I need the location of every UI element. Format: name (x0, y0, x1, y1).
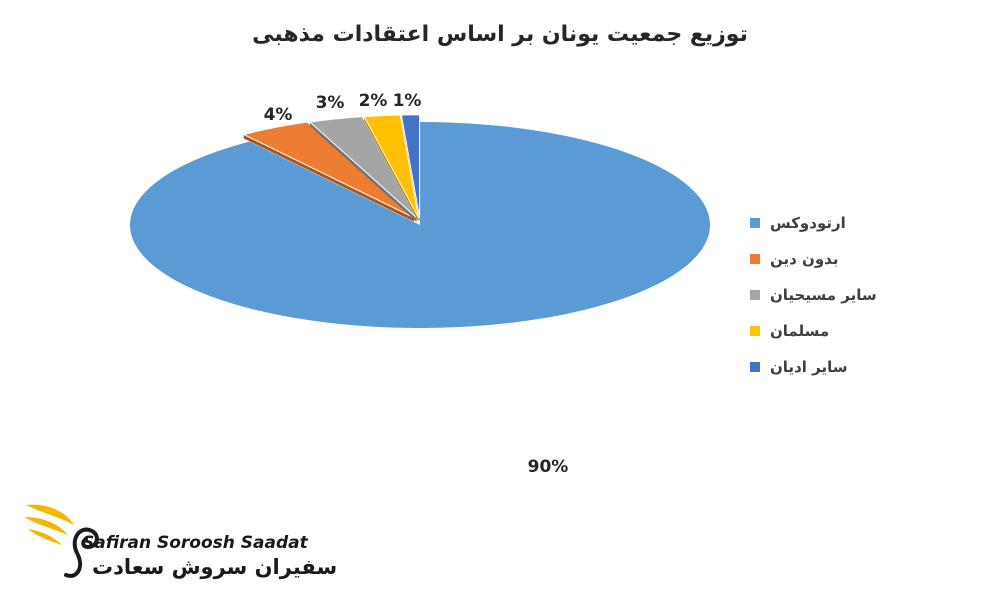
swan-logo-icon (24, 504, 99, 578)
logo-latin-text: Safiran Soroosh Saadat (82, 533, 308, 553)
legend-label: سایر مسیحیان (770, 286, 877, 304)
pie-slice-0 (129, 122, 711, 328)
legend-swatch (750, 218, 760, 228)
legend-item: سایر مسیحیان (750, 277, 910, 313)
legend-item: بدون دین (750, 241, 910, 277)
legend-label: مسلمان (770, 322, 830, 340)
legend-item: مسلمان (750, 313, 910, 349)
pie-slice-1 (242, 121, 415, 219)
data-label-4: 1% (393, 91, 422, 111)
legend-swatch (750, 290, 760, 300)
data-label-2: 3% (316, 93, 345, 113)
chart-title: توزیع جمعیت یونان بر اساس اعتقادات مذهبی (252, 22, 748, 47)
pie-slice-side-2 (309, 122, 417, 222)
legend-label: ارتودوکس (770, 214, 846, 232)
legend-swatch (750, 326, 760, 336)
legend-label: سایر ادیان (770, 358, 848, 376)
pie-slice-side-1 (243, 134, 415, 222)
legend-item: سایر ادیان (750, 349, 910, 385)
brand-logo: Safiran Soroosh Saadat سفیران سروش سعادت (22, 495, 337, 585)
legend-label: بدون دین (770, 250, 839, 268)
pie-slice-2 (308, 116, 418, 219)
pie-slice-3 (363, 114, 419, 219)
legend: ارتودوکس بدون دین سایر مسیحیان مسلمان سایر ا… (750, 205, 910, 385)
legend-swatch (750, 362, 760, 372)
data-label-1: 4% (264, 105, 293, 125)
pie-slice-4 (400, 114, 421, 218)
data-label-0: 90% (528, 457, 569, 477)
legend-swatch (750, 254, 760, 264)
logo-persian-text: سفیران سروش سعادت (92, 555, 338, 579)
data-label-3: 2% (359, 91, 388, 111)
legend-item: ارتودوکس (750, 205, 910, 241)
